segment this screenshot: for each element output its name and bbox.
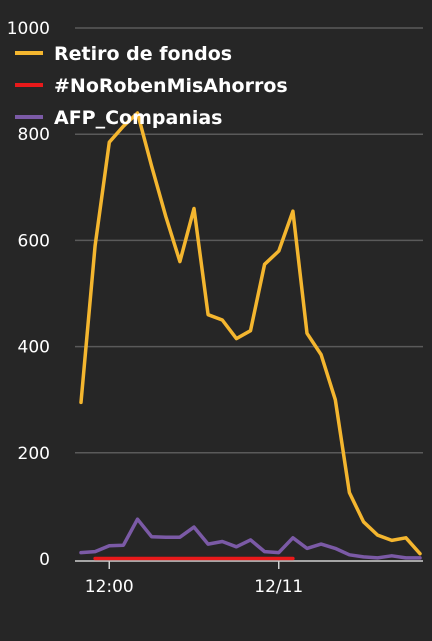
- x-tick-label-12/11: 12/11: [254, 577, 303, 597]
- y-tick-label-1000: 1000: [7, 19, 50, 39]
- legend: Retiro de fondos #NoRobenMisAhorros AFP_Co…: [15, 43, 288, 129]
- series-line-retiro-de-fondos: [79, 111, 422, 556]
- series-line-afp-companias: [79, 517, 422, 560]
- y-tick-label-600: 600: [18, 231, 50, 251]
- y-axis-ticks: 0 200 400 600 800 1000: [7, 19, 50, 570]
- x-tick-label-12:00: 12:00: [85, 577, 134, 597]
- y-tick-label-800: 800: [18, 125, 50, 145]
- y-tick-label-400: 400: [18, 338, 50, 358]
- series-lines: [79, 111, 422, 561]
- legend-label-norobenmisahorros: #NoRobenMisAhorros: [54, 75, 288, 97]
- y-tick-label-200: 200: [18, 444, 50, 464]
- legend-label-retiro-de-fondos: Retiro de fondos: [54, 43, 232, 65]
- y-tick-label-0: 0: [39, 550, 50, 570]
- legend-label-afp-companias: AFP_Companias: [54, 107, 223, 129]
- gridlines: [75, 27, 423, 454]
- x-axis: 12:00 12/11: [75, 560, 423, 597]
